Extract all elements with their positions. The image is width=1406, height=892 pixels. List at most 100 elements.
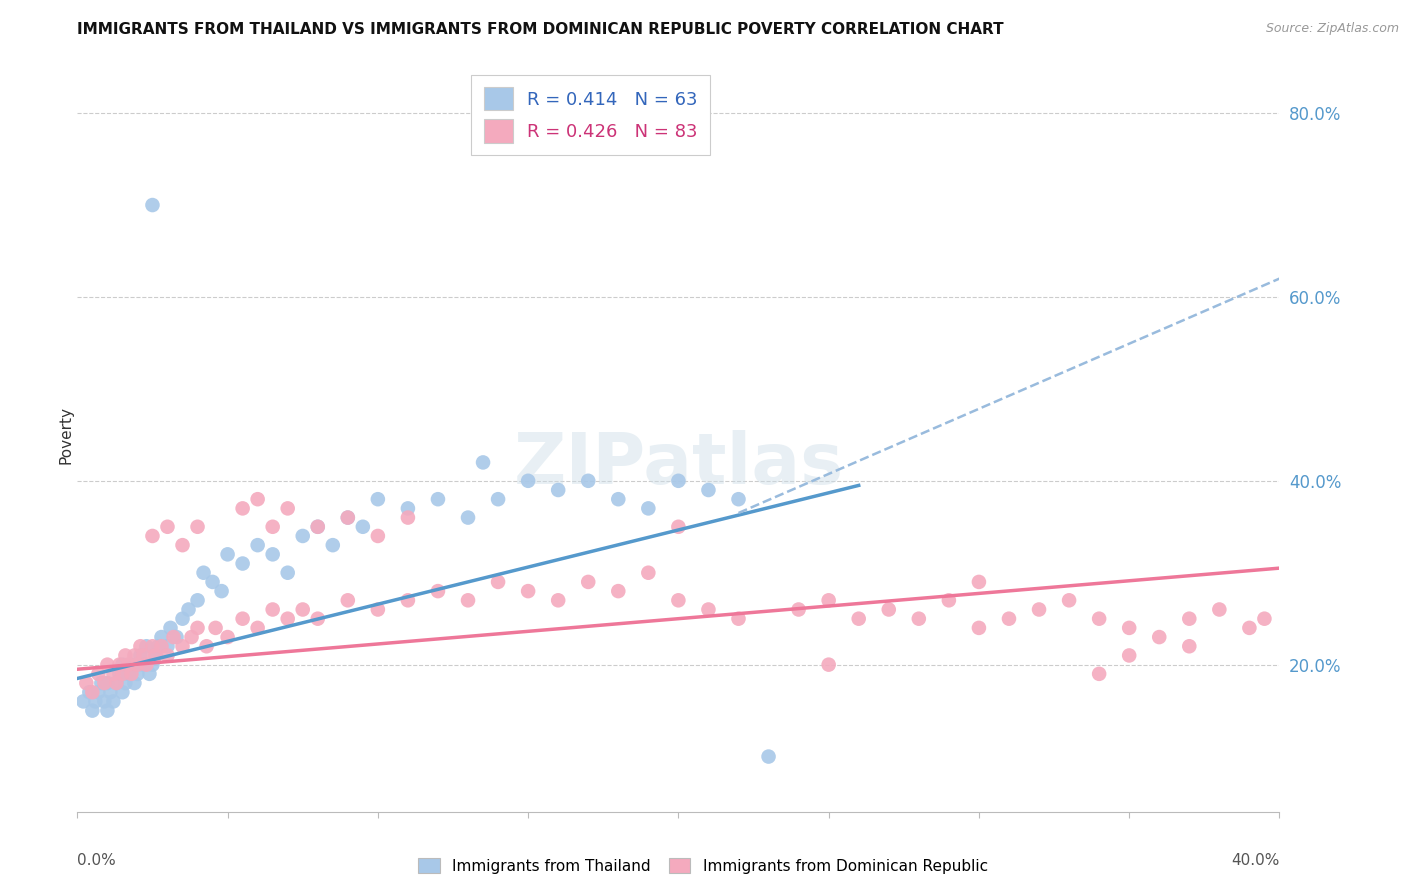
Y-axis label: Poverty: Poverty (59, 406, 73, 464)
Point (111, 666, 134, 681)
Point (697, 602, 720, 616)
Point (787, 602, 810, 616)
Point (135, 657, 157, 672)
Point (204, 621, 226, 635)
Point (817, 657, 839, 672)
Point (998, 612, 1021, 626)
Text: Source: ZipAtlas.com: Source: ZipAtlas.com (1265, 22, 1399, 36)
Point (427, 584, 450, 599)
Point (172, 612, 194, 626)
Point (187, 593, 209, 607)
Point (427, 492, 450, 507)
Point (457, 593, 479, 607)
Point (727, 492, 749, 507)
Point (84, 694, 107, 708)
Point (75, 676, 97, 690)
Point (124, 648, 146, 663)
Point (322, 538, 344, 552)
Point (291, 602, 314, 616)
Point (150, 630, 173, 644)
Point (1028, 602, 1050, 616)
Point (246, 621, 269, 635)
Point (87, 685, 110, 699)
Point (1118, 621, 1140, 635)
Point (141, 198, 163, 212)
Legend: Immigrants from Thailand, Immigrants from Dominican Republic: Immigrants from Thailand, Immigrants fro… (412, 852, 994, 880)
Point (156, 640, 179, 654)
Point (576, 574, 599, 589)
Point (96, 704, 118, 718)
Point (145, 648, 167, 663)
Point (758, 749, 780, 764)
Point (1178, 640, 1201, 654)
Point (547, 483, 569, 497)
Point (114, 648, 136, 663)
Point (103, 694, 125, 708)
Point (396, 510, 419, 524)
Point (145, 648, 167, 663)
Point (150, 640, 173, 654)
Point (72, 694, 94, 708)
Point (172, 640, 194, 654)
Point (193, 566, 215, 580)
Point (111, 657, 134, 672)
Point (817, 593, 839, 607)
Point (637, 501, 659, 516)
Point (307, 520, 329, 534)
Point (547, 593, 569, 607)
Point (108, 666, 131, 681)
Point (1057, 593, 1080, 607)
Point (172, 538, 194, 552)
Point (117, 657, 139, 672)
Point (105, 676, 128, 690)
Text: ZIPatlas: ZIPatlas (513, 431, 844, 500)
Point (668, 474, 690, 488)
Point (396, 501, 419, 516)
Point (105, 676, 128, 690)
Point (637, 566, 659, 580)
Point (100, 685, 122, 699)
Point (232, 501, 254, 516)
Point (1239, 621, 1261, 635)
Point (148, 640, 170, 654)
Point (1208, 602, 1230, 616)
Point (908, 612, 931, 626)
Point (117, 666, 139, 681)
Point (90, 676, 112, 690)
Point (517, 474, 540, 488)
Point (277, 566, 299, 580)
Point (120, 666, 142, 681)
Point (187, 520, 209, 534)
Point (103, 666, 125, 681)
Point (472, 455, 495, 469)
Point (82, 704, 104, 718)
Point (607, 492, 630, 507)
Point (93, 676, 115, 690)
Point (1178, 612, 1201, 626)
Point (668, 520, 690, 534)
Point (486, 492, 509, 507)
Point (262, 602, 284, 616)
Point (79, 685, 101, 699)
Point (848, 612, 870, 626)
Point (141, 640, 163, 654)
Point (336, 510, 359, 524)
Point (166, 630, 188, 644)
Point (336, 593, 359, 607)
Point (697, 483, 720, 497)
Point (367, 602, 389, 616)
Point (129, 640, 152, 654)
Point (307, 520, 329, 534)
Point (352, 520, 374, 534)
Point (277, 612, 299, 626)
Point (127, 666, 149, 681)
Text: 40.0%: 40.0% (1232, 853, 1279, 868)
Point (156, 648, 179, 663)
Point (135, 640, 157, 654)
Point (156, 520, 179, 534)
Point (396, 593, 419, 607)
Point (82, 685, 104, 699)
Point (124, 676, 146, 690)
Point (177, 602, 200, 616)
Point (262, 547, 284, 561)
